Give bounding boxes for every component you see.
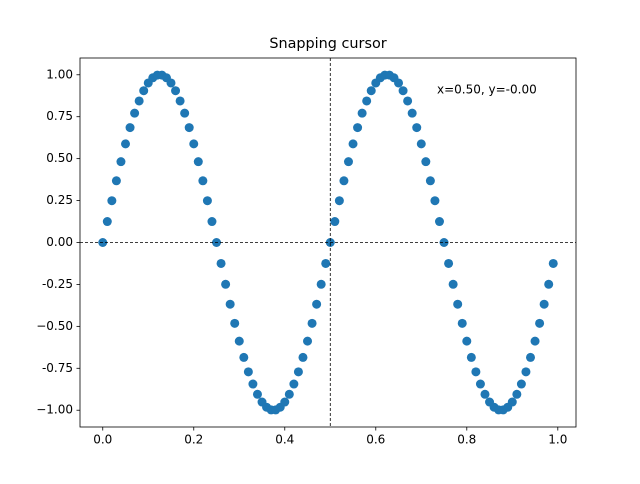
- x-tick-label: 0.2: [184, 433, 203, 447]
- point: [184, 123, 194, 133]
- point: [516, 379, 526, 389]
- point: [202, 196, 212, 206]
- point: [303, 336, 313, 346]
- point: [339, 176, 349, 186]
- point: [421, 157, 431, 167]
- x-tick-label: 0.4: [275, 433, 294, 447]
- point: [230, 318, 240, 328]
- point: [221, 279, 231, 289]
- x-tick-label: 0.8: [457, 433, 476, 447]
- y-tick-label: 0.00: [46, 235, 73, 249]
- point: [312, 299, 322, 309]
- point: [121, 139, 131, 149]
- point: [403, 96, 413, 106]
- point: [444, 258, 454, 268]
- point: [139, 86, 149, 96]
- annotation: x=0.50, y=-0.00: [437, 83, 537, 97]
- point: [525, 352, 535, 362]
- point: [430, 196, 440, 206]
- point: [530, 336, 540, 346]
- point: [125, 123, 135, 133]
- y-tick-label: 0.75: [46, 109, 73, 123]
- y-tick-label: -0.75: [42, 361, 73, 375]
- point: [416, 139, 426, 149]
- y-tick-label: 0.25: [46, 193, 73, 207]
- point: [366, 86, 376, 96]
- point: [480, 389, 490, 399]
- point: [439, 238, 449, 247]
- point: [284, 389, 294, 399]
- point: [535, 318, 545, 328]
- point: [298, 352, 308, 362]
- point: [111, 176, 121, 186]
- point: [102, 217, 112, 227]
- point: [307, 318, 317, 328]
- x-tick-label: 0.6: [366, 433, 385, 447]
- point: [539, 299, 549, 309]
- point: [175, 96, 185, 106]
- point: [289, 379, 299, 389]
- point: [134, 96, 144, 106]
- point: [512, 389, 522, 399]
- y-tick-label: 0.50: [46, 151, 73, 165]
- point: [448, 279, 458, 289]
- point: [198, 176, 208, 186]
- point: [398, 86, 408, 96]
- chart-title: Snapping cursor: [269, 36, 386, 52]
- point: [434, 217, 444, 227]
- y-tick-label: -0.25: [42, 277, 73, 291]
- point: [343, 157, 353, 167]
- y-tick-label: 1.00: [46, 67, 73, 81]
- point: [544, 279, 554, 289]
- point: [407, 108, 417, 118]
- point: [252, 389, 262, 399]
- point: [362, 96, 372, 106]
- point: [466, 352, 476, 362]
- point: [116, 157, 126, 167]
- point: [248, 379, 258, 389]
- point: [243, 367, 253, 377]
- point: [239, 352, 249, 362]
- point: [130, 108, 140, 118]
- point: [348, 139, 358, 149]
- point: [207, 217, 217, 227]
- y-tick-label: −0.50: [36, 319, 73, 333]
- point: [189, 139, 199, 149]
- point: [521, 367, 531, 377]
- point: [166, 78, 176, 88]
- point: [321, 258, 331, 268]
- point: [353, 123, 363, 133]
- point: [225, 299, 235, 309]
- point: [394, 78, 404, 88]
- point: [462, 336, 472, 346]
- point: [507, 397, 517, 407]
- x-tick-label: 1.0: [548, 433, 567, 447]
- axes-frame: [79, 57, 577, 428]
- point: [234, 336, 244, 346]
- point: [475, 379, 485, 389]
- point: [425, 176, 435, 186]
- point: [548, 258, 558, 268]
- point: [453, 299, 463, 309]
- point: [180, 108, 190, 118]
- point: [171, 86, 181, 96]
- point: [471, 367, 481, 377]
- point: [107, 196, 117, 206]
- point: [330, 217, 340, 227]
- point: [316, 279, 326, 289]
- point: [280, 397, 290, 407]
- y-tick-label: −1.00: [36, 403, 73, 417]
- point: [293, 367, 303, 377]
- point: [334, 196, 344, 206]
- point: [457, 318, 467, 328]
- point: [357, 108, 367, 118]
- point: [412, 123, 422, 133]
- point: [193, 157, 203, 167]
- point: [216, 258, 226, 268]
- x-tick-label: 0.0: [93, 433, 112, 447]
